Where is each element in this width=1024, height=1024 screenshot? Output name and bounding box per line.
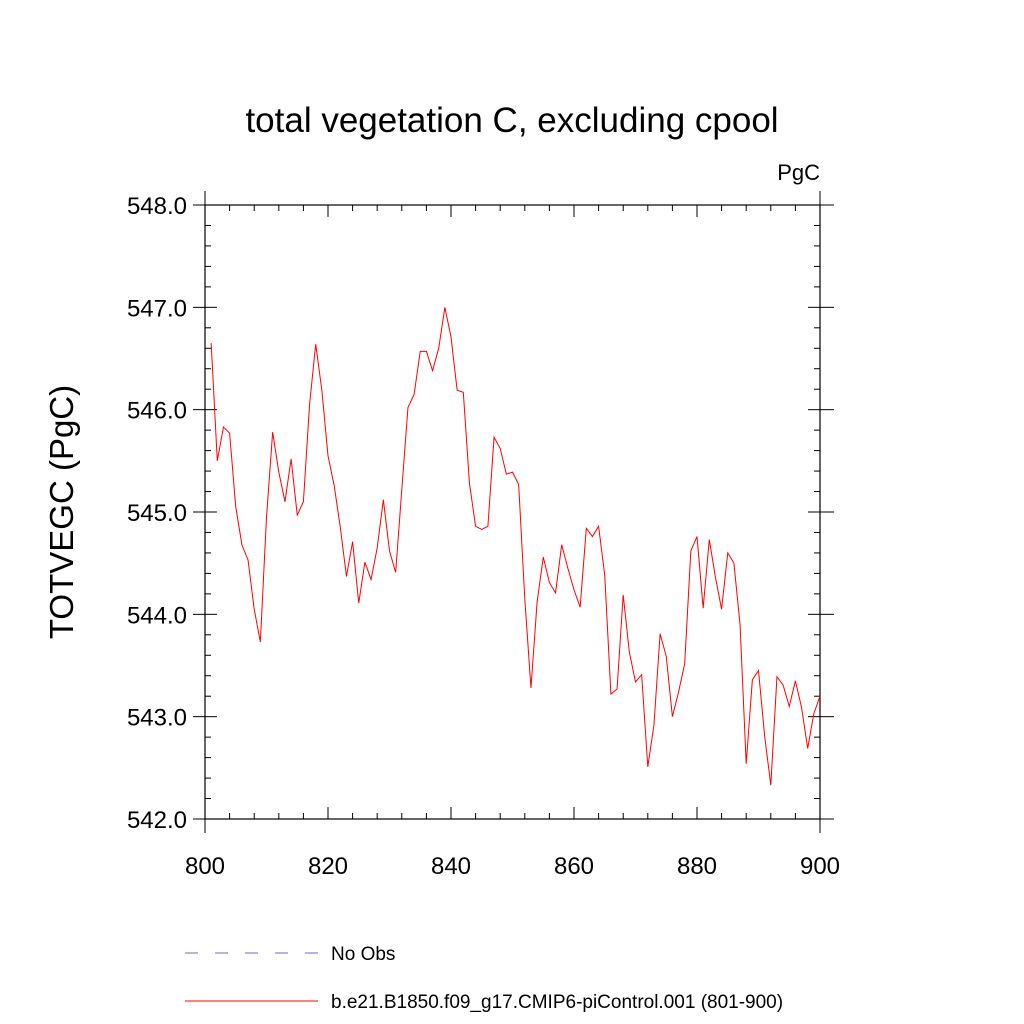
- chart-title: total vegetation C, excluding cpool: [245, 101, 778, 140]
- y-tick-label: 543.0: [127, 705, 187, 732]
- y-axis: 542.0 543.0 544.0 545.0 546.0 547.0 548.0: [127, 193, 834, 834]
- x-tick-label: 840: [431, 853, 471, 880]
- x-tick-label: 800: [185, 853, 225, 880]
- y-axis-label: TOTVEGC (PgC): [43, 385, 80, 639]
- legend: No Obs b.e21.B1850.f09_g17.CMIP6-piContr…: [185, 944, 783, 1013]
- y-tick-label: 547.0: [127, 295, 187, 322]
- y-tick-label: 542.0: [127, 807, 187, 834]
- x-tick-label: 880: [677, 853, 717, 880]
- x-tick-label: 820: [308, 853, 348, 880]
- y-tick-label: 548.0: [127, 193, 187, 220]
- y-tick-label: 544.0: [127, 602, 187, 629]
- series-line: [210, 307, 821, 786]
- x-tick-label: 900: [800, 853, 840, 880]
- legend-label-series: b.e21.B1850.f09_g17.CMIP6-piControl.001 …: [331, 992, 783, 1013]
- x-axis: 800 820 840 860 880 900: [185, 191, 840, 880]
- legend-label-no-obs: No Obs: [331, 944, 395, 965]
- y-tick-label: 545.0: [127, 500, 187, 527]
- y-tick-label: 546.0: [127, 398, 187, 425]
- x-tick-label: 860: [554, 853, 594, 880]
- units-label: PgC: [777, 160, 820, 185]
